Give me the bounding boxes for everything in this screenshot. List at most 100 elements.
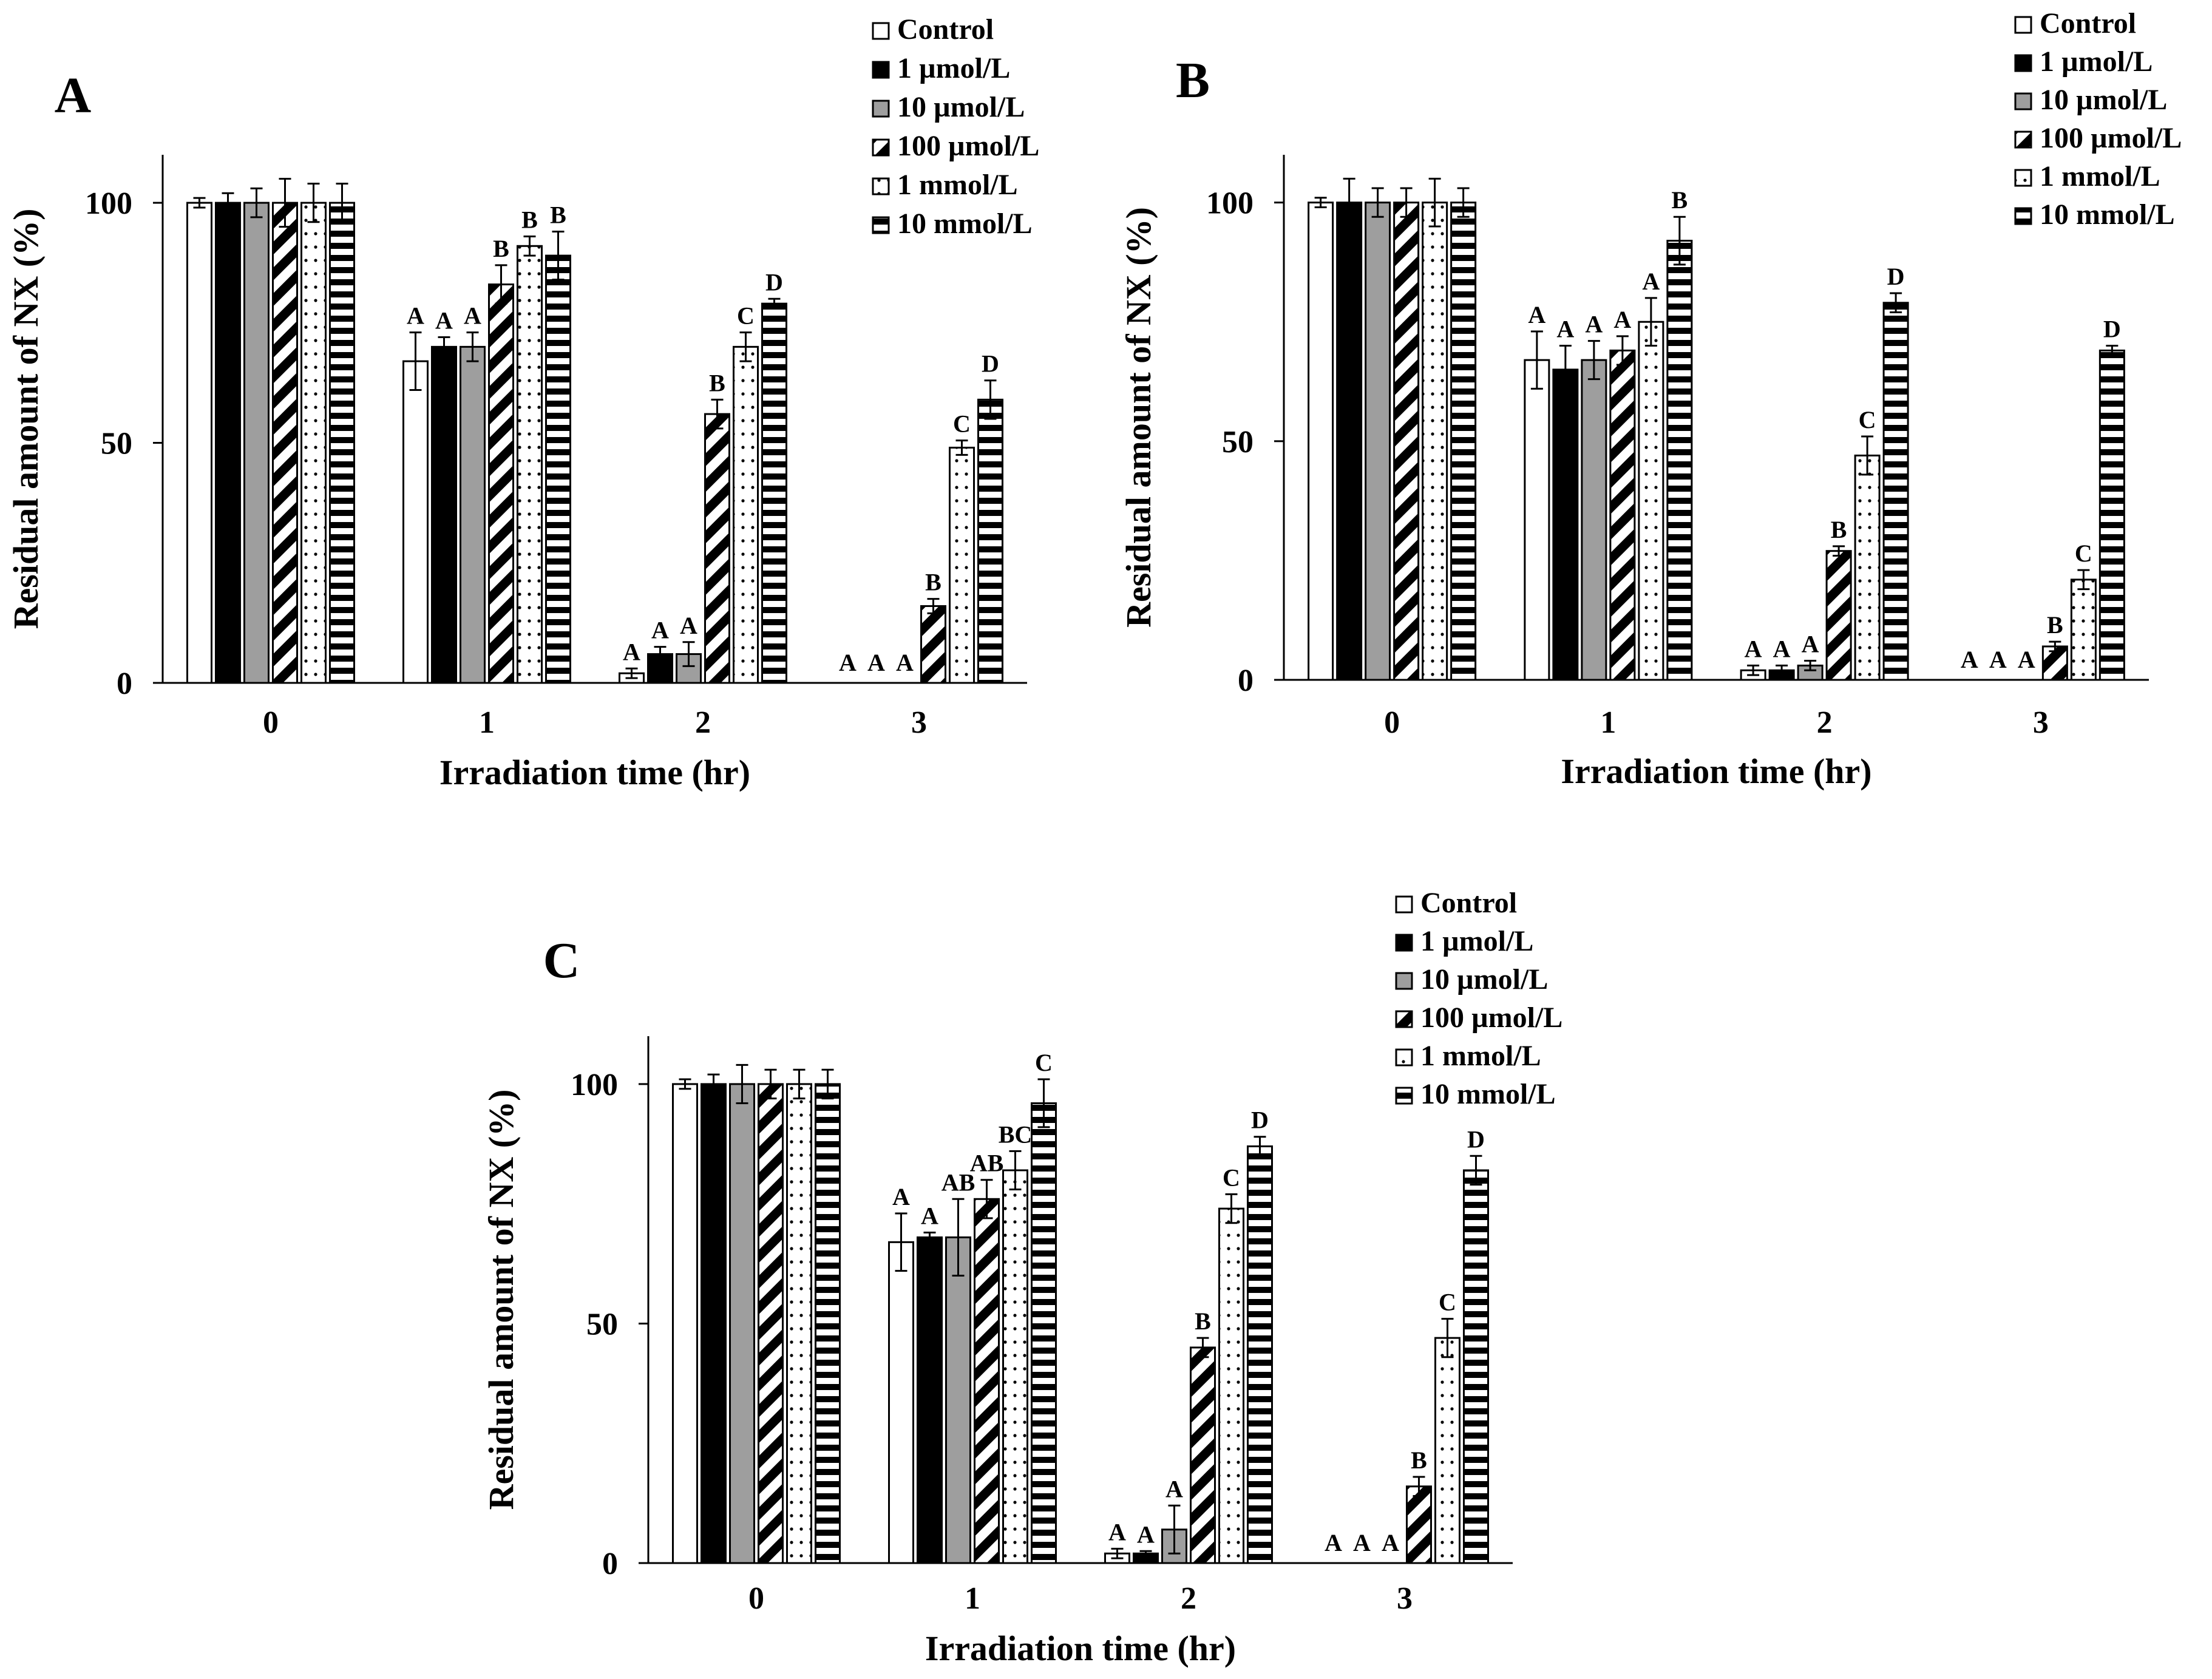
- legend-swatch: [872, 177, 890, 195]
- bar: [1854, 454, 1881, 681]
- bar: [949, 446, 975, 684]
- significance-letter: B: [1195, 1308, 1211, 1335]
- x-tick-label: 2: [1817, 705, 1833, 740]
- legend-label: 1 µmol/L: [897, 52, 1010, 84]
- y-tick-label: 0: [117, 667, 132, 701]
- significance-letter: D: [1251, 1107, 1269, 1134]
- y-tick-label: 50: [586, 1307, 618, 1342]
- bar: [186, 202, 212, 684]
- bar: [815, 1083, 841, 1564]
- significance-letter: B: [1672, 186, 1688, 214]
- legend-swatch: [2014, 207, 2032, 225]
- significance-letter: A: [1802, 631, 1819, 658]
- bar: [917, 1236, 943, 1564]
- bar: [431, 345, 457, 684]
- significance-letter: A: [1108, 1518, 1126, 1545]
- bar: [1031, 1102, 1057, 1564]
- bar: [1434, 1337, 1461, 1564]
- significance-letter: A: [1528, 301, 1545, 328]
- bar: [2098, 349, 2125, 681]
- significance-letter: A: [1165, 1475, 1183, 1502]
- bar: [1218, 1207, 1244, 1564]
- legend-swatch: [872, 61, 890, 79]
- bar: [704, 413, 730, 684]
- bar: [329, 202, 355, 684]
- bar: [1422, 202, 1448, 681]
- legend-swatch: [1395, 895, 1413, 914]
- legend-label: 1 µmol/L: [2040, 46, 2153, 78]
- significance-letter: A: [1353, 1529, 1371, 1556]
- significance-letter: A: [1745, 635, 1762, 662]
- x-tick-label: 3: [1397, 1581, 1413, 1616]
- legend-swatch: [872, 22, 890, 40]
- legend-label: 1 mmol/L: [1420, 1040, 1541, 1072]
- significance-letter: A: [1613, 306, 1631, 333]
- bar: [920, 605, 946, 684]
- significance-letter: C: [1223, 1164, 1240, 1191]
- bar: [215, 202, 241, 684]
- legend-swatch: [2014, 92, 2032, 110]
- x-axis-label: Irradiation time (hr): [439, 753, 750, 792]
- significance-letter: B: [925, 569, 941, 596]
- significance-letter: B: [521, 206, 538, 233]
- bar: [1450, 202, 1477, 681]
- significance-letter: A: [1382, 1529, 1399, 1556]
- significance-letter: A: [1585, 311, 1603, 338]
- panel-label: C: [543, 932, 580, 989]
- legend-label: Control: [1420, 887, 1517, 919]
- significance-letter: A: [407, 302, 424, 330]
- significance-letter: A: [1773, 635, 1791, 662]
- bar: [272, 202, 298, 684]
- bar: [945, 1236, 971, 1564]
- bar: [786, 1083, 812, 1564]
- y-tick-label: 0: [1238, 663, 1254, 698]
- bar: [1190, 1346, 1216, 1564]
- bar: [1365, 202, 1391, 681]
- legend-swatch: [872, 216, 890, 234]
- significance-letter: A: [623, 638, 640, 665]
- legend-swatch: [2014, 131, 2032, 149]
- legend-swatch: [872, 100, 890, 118]
- significance-letter: A: [1642, 268, 1660, 295]
- legend-label: 10 µmol/L: [2040, 84, 2167, 116]
- bar: [1581, 359, 1607, 681]
- legend-swatch: [2014, 54, 2032, 72]
- y-tick-label: 0: [602, 1547, 618, 1581]
- significance-letter: B: [1411, 1447, 1427, 1474]
- significance-letter: A: [651, 617, 669, 644]
- significance-letter: D: [2103, 316, 2121, 343]
- bar: [761, 302, 787, 684]
- significance-letter: A: [892, 1183, 910, 1210]
- bar: [1393, 202, 1420, 681]
- bar: [1308, 202, 1334, 681]
- panel-label: A: [55, 67, 92, 124]
- significance-letter: B: [2047, 611, 2063, 639]
- y-axis-label: Residual amount of NX (%): [481, 1090, 521, 1510]
- significance-letter: B: [709, 369, 725, 396]
- bar: [1406, 1485, 1432, 1564]
- legend-label: 100 µmol/L: [897, 130, 1039, 162]
- legend-label: 10 µmol/L: [897, 91, 1025, 123]
- significance-letter: A: [921, 1202, 938, 1230]
- significance-letter: A: [896, 649, 914, 676]
- legend-label: 100 µmol/L: [2040, 122, 2182, 154]
- bar: [1552, 368, 1579, 681]
- significance-letter: A: [680, 612, 697, 639]
- significance-letter: D: [765, 268, 783, 296]
- significance-letter: BC: [999, 1121, 1033, 1148]
- x-tick-label: 2: [695, 705, 711, 740]
- bar: [1825, 550, 1852, 681]
- significance-letter: A: [1137, 1521, 1155, 1548]
- bar: [733, 345, 759, 684]
- bar: [672, 1083, 698, 1564]
- legend-label: 10 mmol/L: [897, 208, 1033, 240]
- y-tick-label: 50: [101, 427, 132, 461]
- bar: [1002, 1169, 1028, 1564]
- legend-swatch: [1395, 1048, 1413, 1067]
- bar: [1524, 359, 1550, 681]
- bar: [1666, 240, 1693, 681]
- bar: [701, 1083, 727, 1564]
